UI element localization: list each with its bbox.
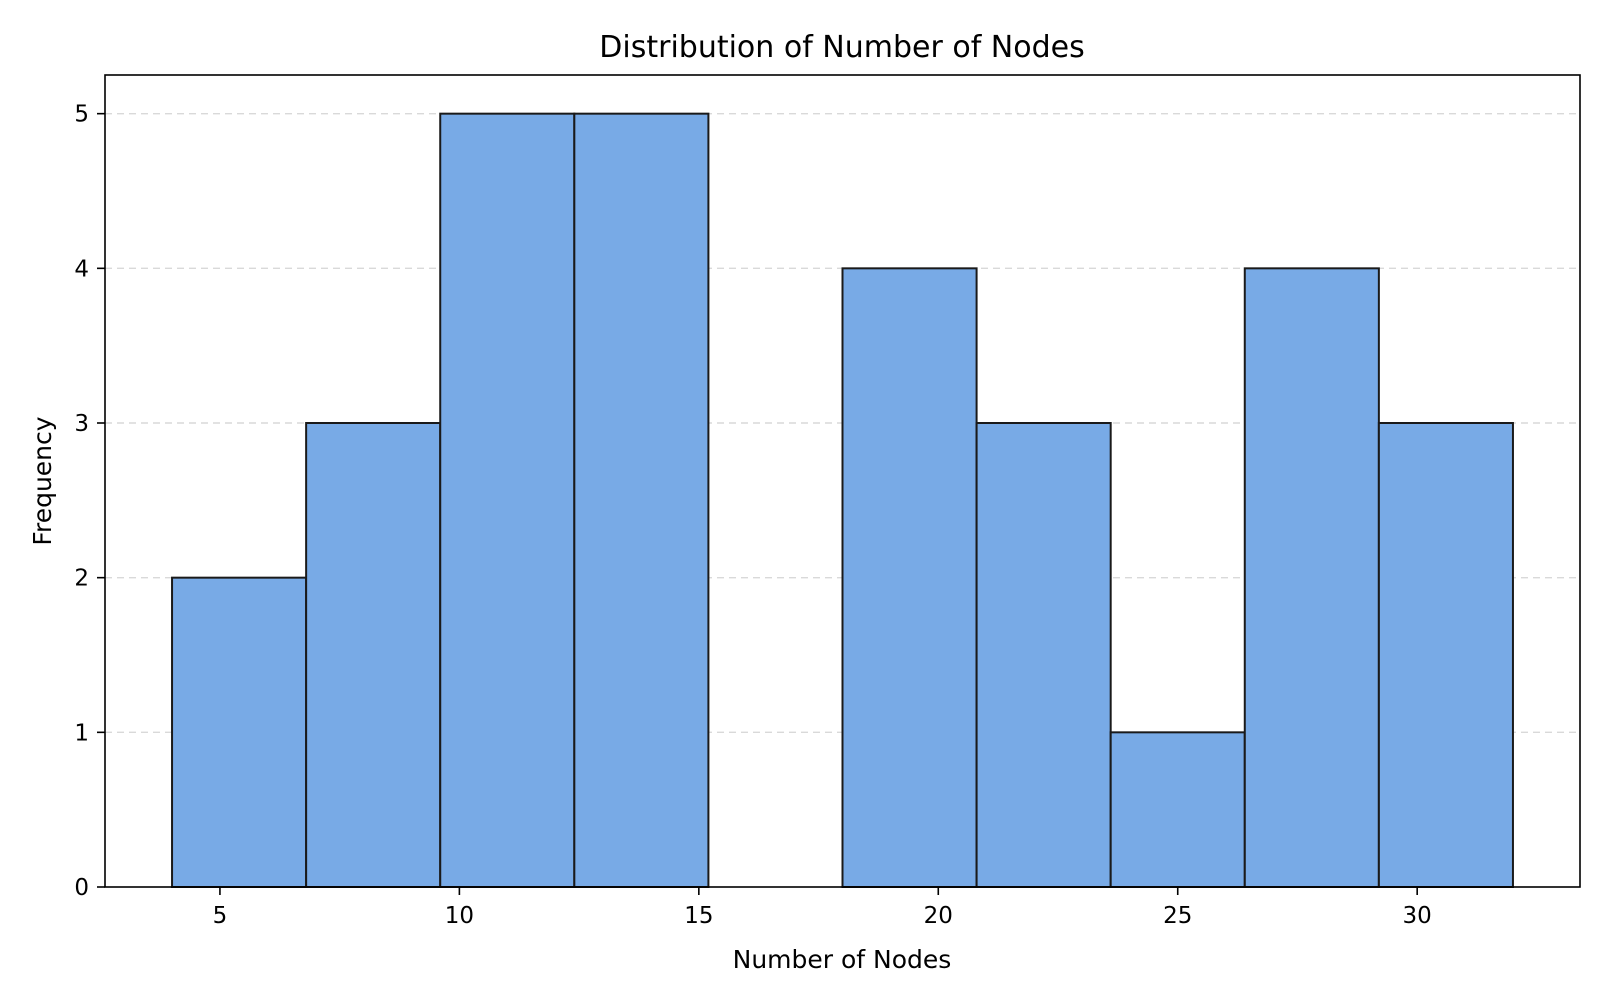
plot-area-frame xyxy=(104,74,1581,888)
histogram-bar xyxy=(305,422,442,888)
chart-title: Distribution of Number of Nodes xyxy=(599,30,1084,65)
x-axis-ticks: 5 10 15 20 25 30 xyxy=(213,887,1432,929)
histogram-bar xyxy=(1109,731,1246,888)
y-tick-label: 4 xyxy=(74,256,89,282)
y-tick-label: 2 xyxy=(74,566,89,592)
histogram-bar xyxy=(841,267,978,889)
histogram-bars xyxy=(171,112,1514,889)
y-tick-label: 3 xyxy=(74,411,89,437)
y-tick-label: 0 xyxy=(74,875,89,901)
x-tick-label: 5 xyxy=(213,903,228,929)
x-tick-label: 20 xyxy=(924,903,953,929)
histogram-bar xyxy=(1377,422,1514,888)
y-tick-label: 1 xyxy=(74,720,89,746)
histogram-bar xyxy=(439,112,576,888)
x-tick-label: 25 xyxy=(1163,903,1192,929)
histogram-bar xyxy=(1243,267,1380,889)
y-axis-ticks: 0 1 2 3 4 5 xyxy=(74,102,105,901)
x-tick-label: 10 xyxy=(445,903,474,929)
y-tick-label: 5 xyxy=(74,102,89,128)
histogram-bar xyxy=(975,422,1112,888)
x-axis-label: Number of Nodes xyxy=(733,945,952,974)
x-tick-label: 30 xyxy=(1403,903,1432,929)
histogram-bar xyxy=(171,576,308,889)
histogram-bar xyxy=(573,112,710,888)
x-tick-label: 15 xyxy=(684,903,713,929)
y-axis-label: Frequency xyxy=(28,416,57,545)
